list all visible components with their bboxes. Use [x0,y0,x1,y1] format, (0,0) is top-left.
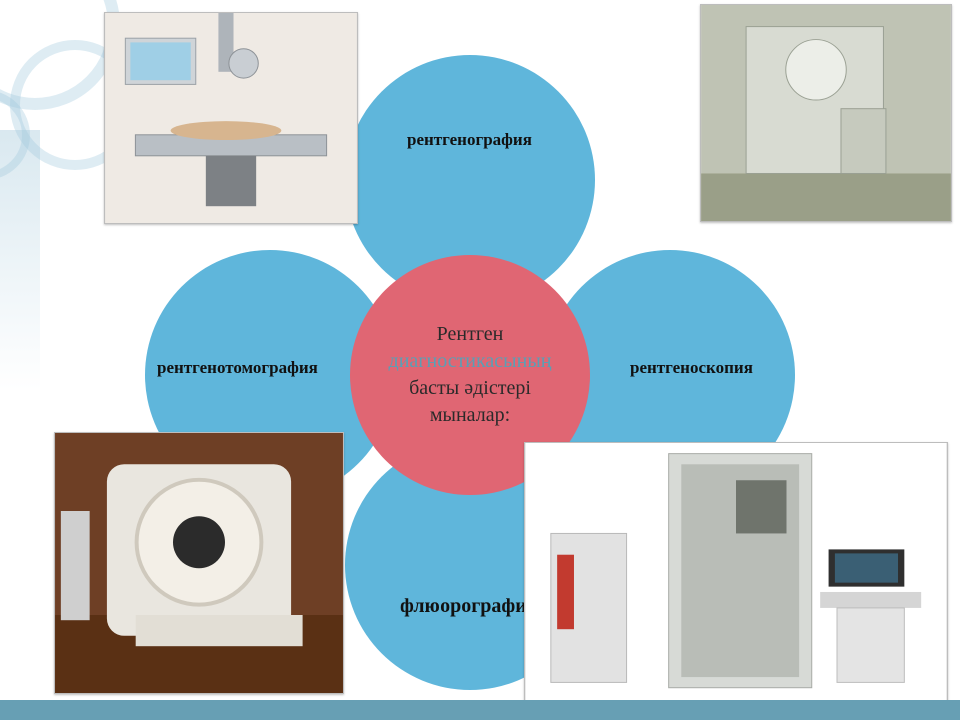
center-text-prefix: Рентген [437,323,504,345]
photo-ct-scanner [54,432,344,694]
diagram-stage: рентгенография рентгеноскопия флюорография… [0,0,960,720]
center-text-suffix: басты әдістері мыналар: [409,377,531,426]
petal-label-right: рентгеноскопия [630,358,753,378]
center-text-highlight: диагностикасының [389,350,552,372]
petal-label-left: рентгенотомография [157,358,318,378]
petal-label-bottom: флюорография [400,595,538,618]
center-text: Рентген диагностикасының басты әдістері … [372,321,568,429]
photo-xray-table [104,12,358,224]
photo-fluoro-booth [524,442,948,710]
photo-fluoro-unit [700,4,952,222]
bottom-bar [0,700,960,720]
petal-label-top: рентгенография [407,130,532,150]
